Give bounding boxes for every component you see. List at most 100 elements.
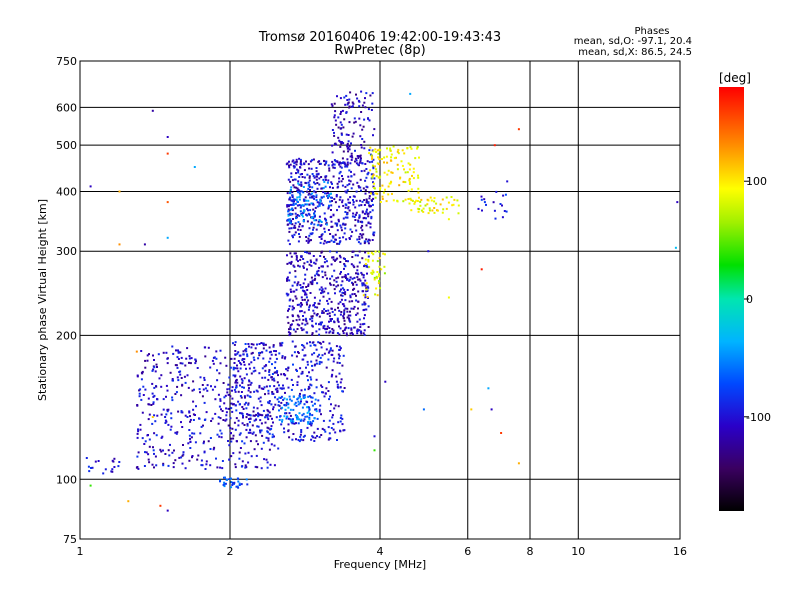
data-point [313,402,316,405]
data-point [340,123,343,126]
data-point [212,448,215,451]
data-point [297,188,300,191]
data-point [285,368,288,371]
data-point [331,373,334,376]
data-point [365,238,368,241]
data-point [329,282,331,285]
data-point [310,239,312,242]
data-point [161,435,164,438]
data-point [334,431,337,434]
data-point [370,173,373,176]
data-point [137,430,140,433]
data-point [334,292,336,295]
data-point [286,415,289,418]
data-point [230,455,233,458]
data-point [301,414,304,417]
data-point [325,160,328,163]
data-point [344,227,347,230]
data-point [303,311,306,314]
data-point [320,286,323,289]
data-point [280,344,283,347]
data-point [266,466,269,469]
data-point [272,406,275,409]
data-point [322,327,325,330]
data-point [326,325,329,328]
data-point [356,329,359,332]
data-point [343,96,346,99]
data-point [300,327,303,330]
data-point [306,406,309,409]
data-point [218,435,221,438]
data-point [309,259,312,262]
data-point [257,443,259,446]
data-point [418,156,420,159]
data-point [323,255,325,258]
data-point [87,465,90,468]
data-point [255,454,258,457]
data-point [179,373,182,376]
data-point [250,343,253,346]
data-point [414,201,417,204]
data-point [361,236,364,239]
data-point [295,319,298,322]
data-point [347,198,350,201]
data-point [271,363,273,366]
data-point [265,349,268,352]
data-point [367,255,370,258]
data-point [211,359,214,362]
data-point [336,361,339,364]
data-point [308,175,311,178]
data-point [354,224,357,227]
data-point [276,387,279,390]
data-point [308,240,311,243]
data-point [166,410,169,413]
data-point [293,422,296,425]
data-point [306,289,309,291]
data-point [239,403,241,406]
data-point [336,229,339,232]
data-point [311,332,314,335]
data-point [366,173,369,176]
data-point [267,427,270,430]
data-point [331,331,334,334]
data-point [233,343,236,346]
data-point [372,197,375,200]
data-point [367,171,370,174]
data-point [291,160,294,163]
data-point [281,341,284,344]
data-point [295,256,298,259]
data-point [290,203,292,206]
data-point [176,366,179,369]
data-point [333,240,336,243]
data-point [371,192,374,195]
data-point [674,246,677,249]
data-point [194,414,196,416]
data-point [312,158,315,161]
data-point [316,435,318,438]
data-point [180,356,183,359]
data-point [320,176,323,178]
data-point [306,173,309,176]
data-point [356,312,359,315]
data-point [301,303,303,306]
data-point [308,387,311,389]
data-point [409,146,412,149]
data-point [301,225,304,228]
data-point [293,186,296,189]
data-point [181,454,184,457]
data-point [198,388,201,391]
data-point [253,366,256,369]
data-point [284,408,287,411]
data-point [328,169,331,172]
data-point [258,352,261,354]
data-point [300,429,303,431]
data-point [333,116,336,119]
data-point [315,322,317,325]
data-point [316,187,319,190]
data-point [335,285,338,288]
data-point [356,254,359,257]
data-point [291,305,294,308]
data-point [232,374,235,377]
data-point [447,218,450,221]
data-point [309,383,312,386]
